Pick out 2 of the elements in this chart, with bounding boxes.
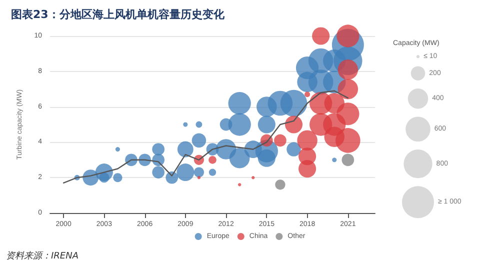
chart-title: 图表23：分地区海上风机单机容量历史变化 (11, 8, 226, 21)
text: 资料来源：IRENA (6, 250, 78, 262)
